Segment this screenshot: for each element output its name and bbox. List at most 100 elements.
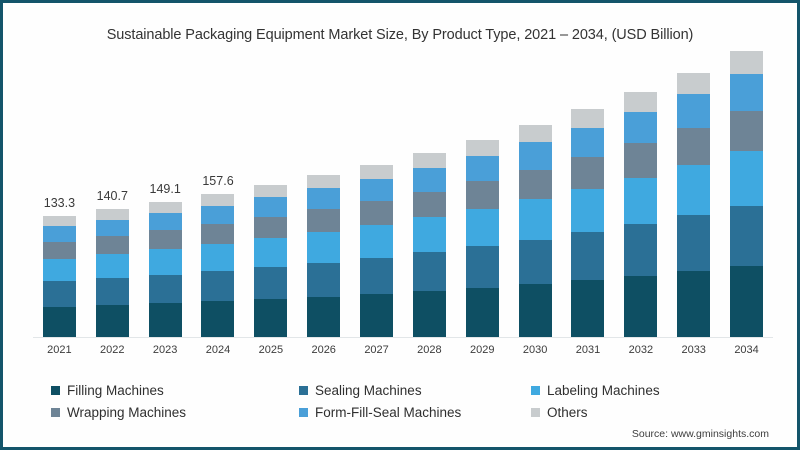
bar-segment[interactable] xyxy=(254,267,288,300)
bar-segment[interactable] xyxy=(95,305,129,337)
bar-segment[interactable] xyxy=(148,303,182,337)
bar-segment[interactable] xyxy=(571,232,605,281)
bar-segment[interactable] xyxy=(730,111,764,152)
bar-segment[interactable] xyxy=(412,191,446,218)
bar-segment[interactable] xyxy=(201,301,235,337)
bar-segment[interactable] xyxy=(624,224,658,276)
bar-segment[interactable] xyxy=(307,296,341,337)
bar-segment[interactable] xyxy=(571,280,605,337)
bar-column[interactable] xyxy=(297,175,350,337)
bar-segment[interactable] xyxy=(360,200,394,226)
bar-segment[interactable] xyxy=(148,230,182,250)
bar-segment[interactable] xyxy=(571,157,605,190)
bar-segment[interactable] xyxy=(95,278,129,306)
bar-column[interactable] xyxy=(509,125,562,337)
bar-segment[interactable] xyxy=(254,185,288,198)
bar-segment[interactable] xyxy=(95,254,129,279)
bar-segment[interactable] xyxy=(360,257,394,294)
bar-segment[interactable] xyxy=(360,225,394,258)
bar-segment[interactable] xyxy=(730,205,764,266)
bar-segment[interactable] xyxy=(730,51,764,75)
bar-segment[interactable] xyxy=(465,208,499,247)
bar-segment[interactable] xyxy=(254,299,288,337)
bar-segment[interactable] xyxy=(412,167,446,192)
bar-column[interactable] xyxy=(614,91,667,337)
bar-segment[interactable] xyxy=(360,293,394,337)
bar-column[interactable] xyxy=(86,209,139,337)
legend-item-wrapping-machines[interactable]: Wrapping Machines xyxy=(51,405,299,420)
bar-segment[interactable] xyxy=(201,244,235,272)
bar-segment[interactable] xyxy=(518,142,552,170)
bar-segment[interactable] xyxy=(148,249,182,275)
legend-item-labeling-machines[interactable]: Labeling Machines xyxy=(531,383,751,398)
bar-segment[interactable] xyxy=(201,205,235,225)
bar-segment[interactable] xyxy=(412,152,446,168)
bar-segment[interactable] xyxy=(677,72,711,94)
bar-segment[interactable] xyxy=(624,91,658,112)
bar-segment[interactable] xyxy=(465,246,499,288)
bar-segment[interactable] xyxy=(677,270,711,337)
bar-segment[interactable] xyxy=(518,239,552,285)
bar-segment[interactable] xyxy=(518,199,552,240)
bar-segment[interactable] xyxy=(254,197,288,218)
bar-column[interactable] xyxy=(244,185,297,337)
bar-segment[interactable] xyxy=(42,216,76,226)
legend-item-filling-machines[interactable]: Filling Machines xyxy=(51,383,299,398)
bar-column[interactable] xyxy=(192,194,245,337)
bar-segment[interactable] xyxy=(307,175,341,189)
bar-column[interactable] xyxy=(403,152,456,337)
bar-segment[interactable] xyxy=(307,262,341,297)
bar-segment[interactable] xyxy=(518,125,552,143)
bar-segment[interactable] xyxy=(465,181,499,209)
bar-segment[interactable] xyxy=(677,165,711,216)
bar-segment[interactable] xyxy=(518,169,552,200)
bar-segment[interactable] xyxy=(95,236,129,255)
bar-segment[interactable] xyxy=(677,215,711,271)
bar-segment[interactable] xyxy=(95,219,129,237)
bar-segment[interactable] xyxy=(518,284,552,337)
bar-segment[interactable] xyxy=(42,225,76,242)
bar-segment[interactable] xyxy=(465,155,499,182)
bar-segment[interactable] xyxy=(677,128,711,166)
bar-column[interactable] xyxy=(720,51,773,337)
bar-column[interactable] xyxy=(33,216,86,337)
bar-segment[interactable] xyxy=(254,217,288,239)
bar-segment[interactable] xyxy=(465,139,499,156)
bar-column[interactable] xyxy=(456,139,509,337)
bar-segment[interactable] xyxy=(42,281,76,307)
bar-segment[interactable] xyxy=(624,111,658,144)
bar-segment[interactable] xyxy=(95,209,129,220)
bar-segment[interactable] xyxy=(624,275,658,337)
bar-segment[interactable] xyxy=(465,287,499,337)
bar-segment[interactable] xyxy=(412,290,446,337)
bar-segment[interactable] xyxy=(571,127,605,158)
bar-segment[interactable] xyxy=(360,178,394,201)
bar-segment[interactable] xyxy=(201,271,235,302)
legend-item-sealing-machines[interactable]: Sealing Machines xyxy=(299,383,531,398)
bar-segment[interactable] xyxy=(730,74,764,112)
bar-segment[interactable] xyxy=(201,194,235,206)
bar-segment[interactable] xyxy=(148,212,182,231)
bar-segment[interactable] xyxy=(677,93,711,129)
bar-segment[interactable] xyxy=(42,258,76,282)
bar-segment[interactable] xyxy=(571,189,605,233)
bar-column[interactable] xyxy=(139,201,192,337)
legend-item-others[interactable]: Others xyxy=(531,405,751,420)
bar-segment[interactable] xyxy=(307,188,341,210)
bar-segment[interactable] xyxy=(42,306,76,337)
bar-segment[interactable] xyxy=(412,252,446,291)
legend-item-form-fill-seal-machines[interactable]: Form-Fill-Seal Machines xyxy=(299,405,531,420)
bar-segment[interactable] xyxy=(412,217,446,253)
bar-segment[interactable] xyxy=(624,177,658,225)
bar-segment[interactable] xyxy=(254,238,288,268)
bar-segment[interactable] xyxy=(307,231,341,263)
bar-segment[interactable] xyxy=(42,241,76,259)
bar-segment[interactable] xyxy=(624,143,658,178)
bar-column[interactable] xyxy=(350,164,403,337)
bar-segment[interactable] xyxy=(730,265,764,337)
bar-segment[interactable] xyxy=(730,151,764,206)
bar-segment[interactable] xyxy=(148,274,182,304)
bar-segment[interactable] xyxy=(307,209,341,232)
bar-column[interactable] xyxy=(562,109,615,337)
bar-segment[interactable] xyxy=(360,164,394,179)
